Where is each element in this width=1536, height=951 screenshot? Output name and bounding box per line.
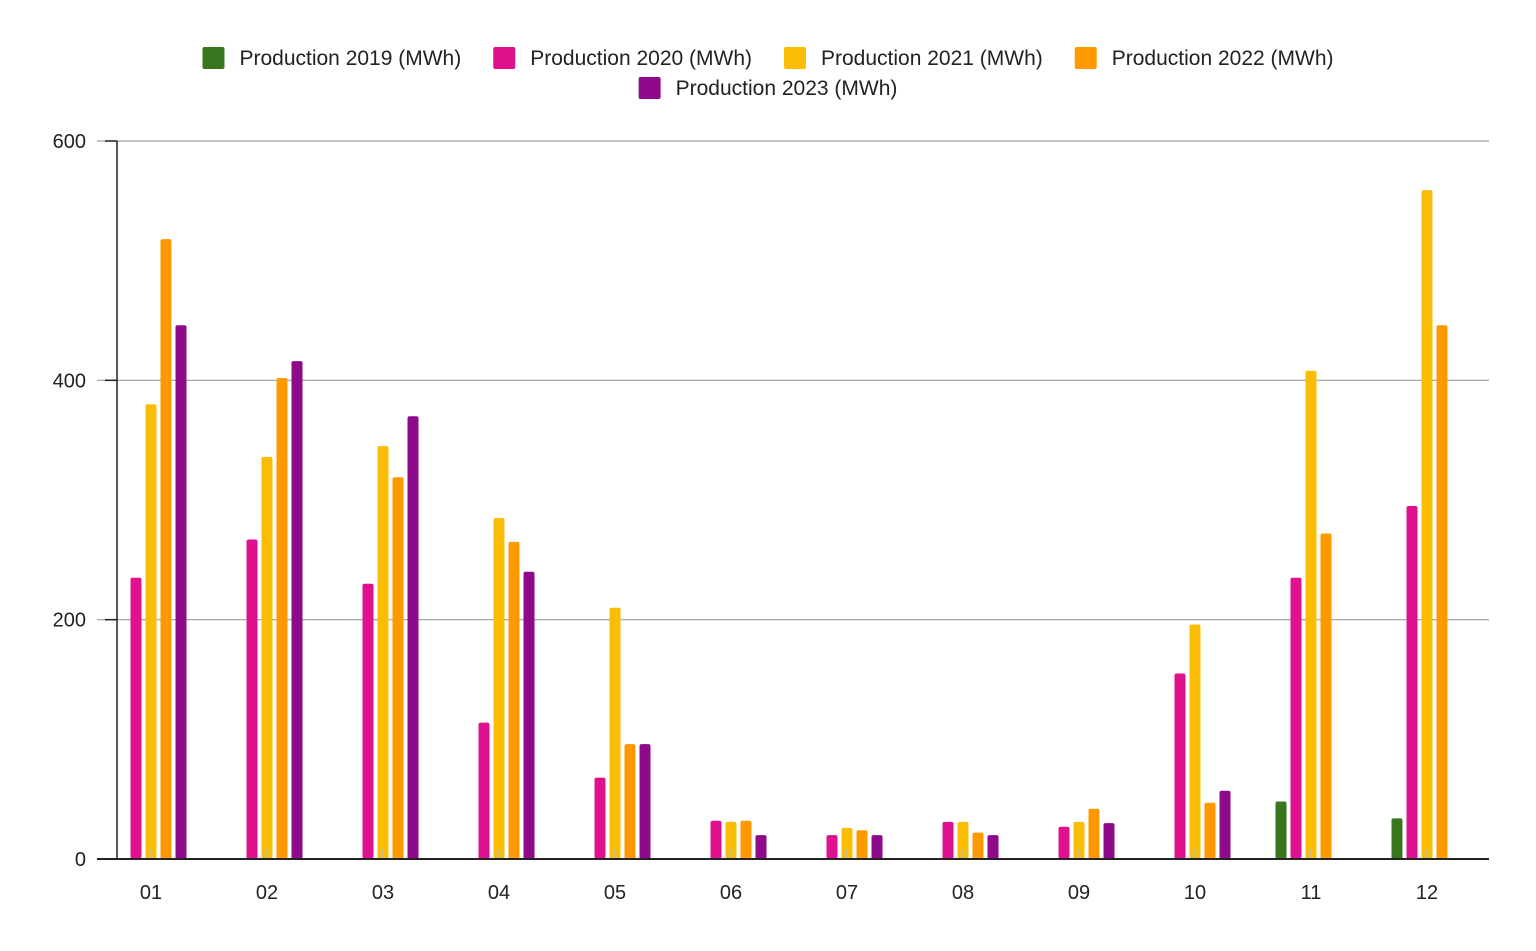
x-tick-label: 02 xyxy=(256,882,278,904)
bar xyxy=(1320,533,1332,859)
x-tick-label: 06 xyxy=(720,882,742,904)
bar xyxy=(1189,624,1201,859)
bar xyxy=(624,744,636,859)
bar xyxy=(942,821,954,859)
bar xyxy=(826,835,838,859)
legend-label: Production 2023 (MWh) xyxy=(676,77,898,100)
bar xyxy=(740,820,752,859)
bar xyxy=(1406,505,1418,859)
bar xyxy=(291,361,303,859)
bar xyxy=(1058,826,1070,859)
bar xyxy=(407,416,419,859)
bar xyxy=(276,377,288,859)
bar xyxy=(523,571,535,859)
y-tick-label: 600 xyxy=(53,131,86,153)
bar xyxy=(1103,823,1115,859)
legend-swatch xyxy=(493,47,516,69)
y-tick-label: 400 xyxy=(53,370,86,392)
x-tick-label: 04 xyxy=(488,882,510,904)
x-tick-label: 11 xyxy=(1301,882,1322,904)
bar xyxy=(725,821,737,859)
bar xyxy=(392,477,404,859)
bar xyxy=(841,827,853,859)
legend-swatch xyxy=(638,77,661,99)
x-tick-label: 03 xyxy=(372,882,394,904)
x-tick-label: 07 xyxy=(836,882,858,904)
bar xyxy=(1391,818,1403,859)
bar xyxy=(145,404,157,859)
bar xyxy=(175,325,187,860)
x-tick-label: 10 xyxy=(1184,882,1206,904)
legend-swatch xyxy=(784,47,806,69)
bar xyxy=(1204,802,1216,859)
x-tick-label: 08 xyxy=(952,882,974,904)
y-tick-label: 0 xyxy=(75,849,86,871)
x-tick-label: 01 xyxy=(140,882,162,904)
y-tick-label: 200 xyxy=(53,610,86,632)
x-tick-label: 09 xyxy=(1068,882,1090,904)
bar xyxy=(710,820,722,859)
bar xyxy=(639,744,651,859)
bar xyxy=(478,722,490,859)
legend-swatch xyxy=(202,47,225,69)
legend-label: Production 2021 (MWh) xyxy=(821,47,1043,70)
bar xyxy=(856,830,868,859)
bar xyxy=(160,239,172,860)
bar xyxy=(261,456,273,859)
bar xyxy=(1275,801,1287,859)
bar xyxy=(1421,190,1433,859)
bar xyxy=(972,832,984,859)
x-tick-label: 05 xyxy=(604,882,626,904)
bar xyxy=(609,607,621,859)
bar xyxy=(246,539,258,859)
bar xyxy=(377,446,389,859)
bar xyxy=(1088,808,1100,859)
legend-swatch xyxy=(1074,47,1097,69)
bar xyxy=(493,517,505,859)
bar xyxy=(987,835,999,859)
bar xyxy=(871,835,883,859)
bar xyxy=(1290,577,1302,859)
bar xyxy=(594,777,606,859)
bars xyxy=(130,190,1448,860)
bar xyxy=(1436,325,1448,860)
gridlines xyxy=(97,140,1489,621)
bar xyxy=(130,577,142,859)
bar xyxy=(1174,673,1186,859)
legend-label: Production 2019 (MWh) xyxy=(239,47,461,70)
axes: 0 200 400 600 01 02 03 04 05 06 07 08 09 10 11 12 xyxy=(53,131,1489,904)
bar xyxy=(508,541,520,859)
bar xyxy=(957,821,969,859)
bar xyxy=(1305,370,1317,859)
bar xyxy=(362,583,374,859)
legend: Production 2019 (MWh) Production 2020 (MW… xyxy=(202,47,1334,100)
x-tick-label: 12 xyxy=(1416,882,1438,904)
bar xyxy=(755,835,767,859)
bar xyxy=(1219,790,1231,859)
legend-label: Production 2022 (MWh) xyxy=(1112,47,1334,70)
bar xyxy=(1073,821,1085,859)
legend-label: Production 2020 (MWh) xyxy=(530,47,752,70)
